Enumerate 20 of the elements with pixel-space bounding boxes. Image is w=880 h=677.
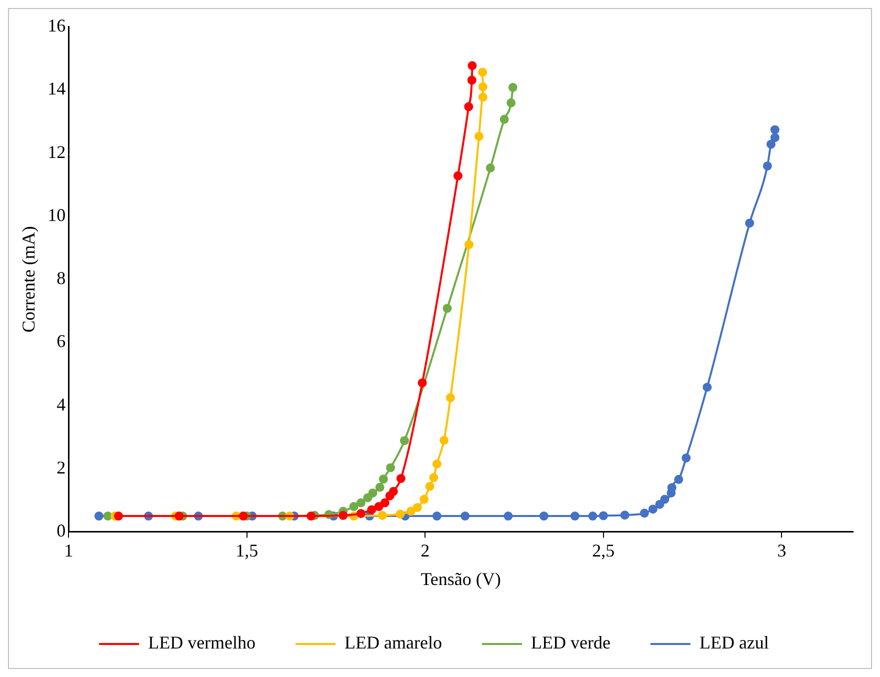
legend-label: LED azul [699, 632, 769, 653]
x-tick-label: 1,5 [236, 540, 258, 560]
x-tick-label: 2 [420, 540, 430, 560]
y-tick-label: 6 [56, 331, 66, 352]
y-axis-title: Corrente (mA) [18, 226, 39, 333]
legend-label: LED verde [530, 632, 610, 653]
x-tick-label: 2,5 [592, 540, 615, 560]
y-tick-label: 2 [56, 457, 66, 478]
y-tick-label: 8 [56, 268, 66, 288]
x-tick-label: 1 [64, 540, 74, 560]
x-tick-label: 3 [777, 540, 786, 560]
legend-label: LED amarelo [344, 632, 442, 653]
y-tick-label: 10 [48, 204, 66, 225]
x-axis-title: Tensão (V) [420, 568, 501, 589]
y-tick-label: 12 [48, 142, 66, 162]
y-tick-label: 0 [56, 520, 66, 541]
legend-label: LED vermelho [148, 632, 256, 653]
y-tick-label: 14 [48, 78, 66, 99]
y-tick-label: 4 [56, 394, 66, 414]
y-tick-label: 16 [48, 16, 66, 36]
